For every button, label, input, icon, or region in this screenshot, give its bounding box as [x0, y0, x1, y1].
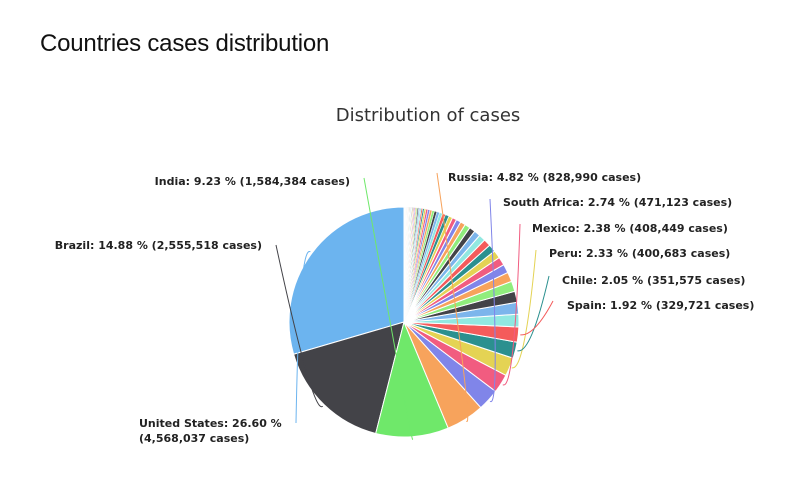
page-heading: Countries cases distribution — [40, 30, 330, 57]
pie-slice-united-states[interactable] — [288, 206, 405, 355]
connector-united-states — [295, 251, 311, 424]
label-united-states-cases: (4,568,037 cases) — [139, 432, 249, 445]
label-india: India: 9.23 % (1,584,384 cases) — [155, 175, 350, 188]
label-chile: Chile: 2.05 % (351,575 cases) — [562, 274, 745, 287]
connector-brazil — [275, 244, 324, 408]
slice-labels: United States: 26.60 % (4,568,037 cases) B… — [55, 171, 755, 445]
label-connectors — [275, 172, 554, 440]
label-united-states: United States: 26.60 % — [139, 417, 282, 430]
connector-peru — [511, 249, 537, 369]
label-spain: Spain: 1.92 % (329,721 cases) — [567, 299, 754, 312]
pie-slices — [288, 206, 520, 438]
label-brazil: Brazil: 14.88 % (2,555,518 cases) — [55, 239, 262, 252]
label-peru: Peru: 2.33 % (400,683 cases) — [549, 247, 730, 260]
connector-india — [363, 177, 414, 440]
pie-slice-india[interactable] — [375, 320, 449, 438]
label-mexico: Mexico: 2.38 % (408,449 cases) — [532, 222, 728, 235]
connector-chile — [517, 275, 550, 352]
connector-russia — [436, 172, 469, 422]
connector-mexico — [502, 223, 521, 386]
pie-slice-brazil[interactable] — [292, 321, 405, 435]
connector-spain — [520, 300, 554, 336]
label-russia: Russia: 4.82 % (828,990 cases) — [448, 171, 641, 184]
chart-title: Distribution of cases — [336, 105, 521, 126]
label-south-africa: South Africa: 2.74 % (471,123 cases) — [503, 196, 732, 209]
connector-south-africa — [489, 198, 496, 403]
